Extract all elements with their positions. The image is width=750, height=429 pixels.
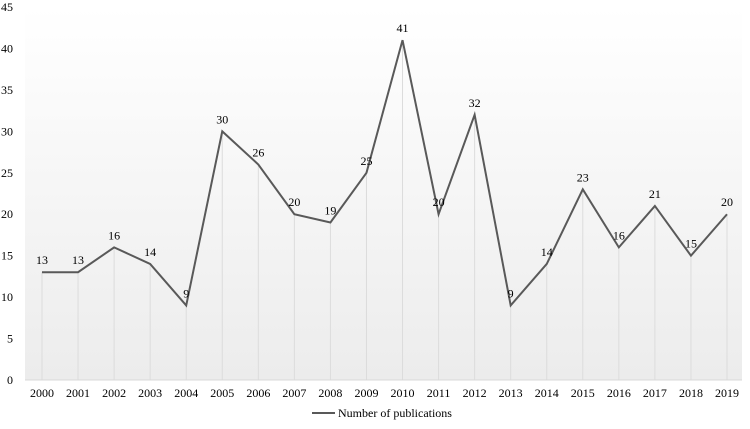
data-label: 15 — [685, 237, 697, 251]
x-tick-label: 2017 — [643, 386, 667, 400]
plot-background — [25, 7, 742, 380]
x-axis: 2000 2001 2002 2003 2004 2005 2006 2007 2008 2009… — [30, 386, 739, 400]
x-tick-label: 2019 — [715, 386, 739, 400]
data-label: 14 — [541, 245, 553, 259]
x-tick-label: 2011 — [427, 386, 451, 400]
y-tick-label: 30 — [1, 124, 13, 138]
x-tick-label: 2009 — [354, 386, 378, 400]
x-tick-label: 2015 — [571, 386, 595, 400]
y-tick-label: 25 — [1, 166, 13, 180]
data-label: 19 — [324, 204, 336, 218]
x-tick-label: 2003 — [138, 386, 162, 400]
data-label: 14 — [144, 245, 156, 259]
series-group — [42, 39, 728, 308]
x-tick-label: 2012 — [463, 386, 487, 400]
x-tick-label: 2008 — [318, 386, 342, 400]
x-tick-label: 2010 — [391, 386, 415, 400]
data-label: 16 — [108, 228, 120, 242]
legend: Number of publications — [312, 406, 452, 420]
y-tick-label: 10 — [1, 290, 13, 304]
x-tick-label: 2000 — [30, 386, 54, 400]
x-tick-label: 2018 — [679, 386, 703, 400]
data-label: 20 — [288, 195, 300, 209]
x-tick-label: 2001 — [66, 386, 90, 400]
legend-label: Number of publications — [338, 406, 452, 420]
data-label: 20 — [433, 195, 445, 209]
y-tick-label: 0 — [7, 373, 13, 387]
x-tick-label: 2007 — [282, 386, 306, 400]
drop-lines — [41, 40, 728, 380]
y-tick-label: 5 — [7, 332, 13, 346]
data-label: 13 — [72, 253, 84, 267]
y-tick-label: 45 — [1, 0, 13, 14]
x-tick-label: 2005 — [210, 386, 234, 400]
x-tick-label: 2004 — [174, 386, 198, 400]
series-line — [42, 39, 728, 308]
data-label: 9 — [183, 286, 189, 300]
x-tick-label: 2002 — [102, 386, 126, 400]
y-axis: 0 5 10 15 20 25 30 35 40 45 — [1, 0, 13, 387]
x-tick-label: 2013 — [499, 386, 523, 400]
data-label: 16 — [613, 228, 625, 242]
data-label: 20 — [721, 195, 733, 209]
data-label: 13 — [36, 253, 48, 267]
data-label: 26 — [252, 145, 264, 159]
y-tick-label: 20 — [1, 207, 13, 221]
data-label: 30 — [216, 112, 228, 126]
data-label: 23 — [577, 170, 589, 184]
data-label: 41 — [397, 21, 409, 35]
y-tick-label: 35 — [1, 83, 13, 97]
data-label: 32 — [469, 96, 481, 110]
data-label: 9 — [508, 286, 514, 300]
x-tick-label: 2006 — [246, 386, 270, 400]
data-label: 25 — [360, 154, 372, 168]
y-tick-label: 15 — [1, 249, 13, 263]
data-label: 21 — [649, 187, 661, 201]
y-tick-label: 40 — [1, 41, 13, 55]
data-labels: 13 13 16 14 9 30 26 20 19 25 41 20 32 9 14 23 16 21 15 20 — [36, 21, 733, 300]
x-tick-label: 2014 — [535, 386, 559, 400]
x-tick-label: 2016 — [607, 386, 631, 400]
